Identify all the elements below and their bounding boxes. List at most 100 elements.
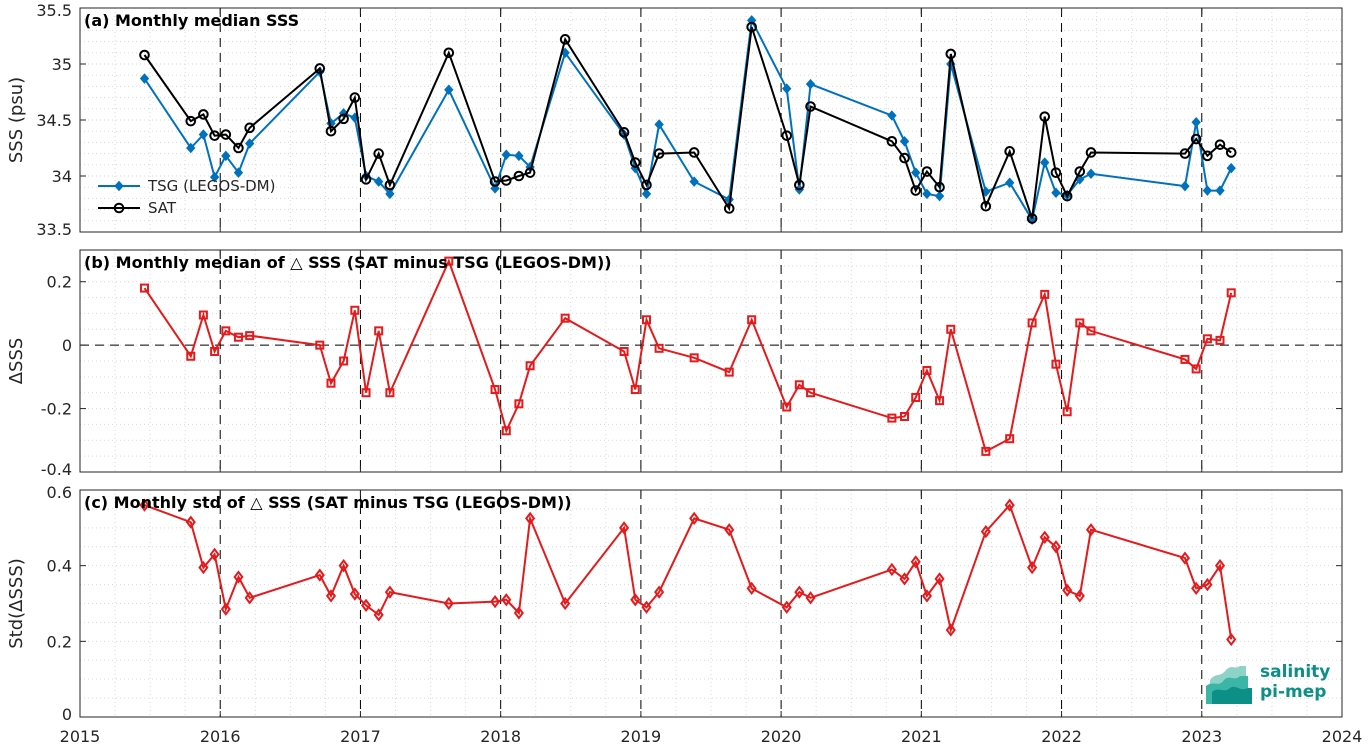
data-point [945,623,956,637]
data-point [349,587,360,601]
grid [80,249,1342,473]
data-point [689,511,700,526]
data-point [1075,318,1085,328]
panel-title: (a) Monthly median SSS [84,11,299,30]
data-point [887,413,897,423]
data-point [1180,180,1190,192]
data-point [490,385,500,395]
data-point [794,380,804,390]
data-point [1179,551,1191,565]
data-point [921,589,932,603]
data-point [1039,530,1050,544]
data-point [501,593,512,607]
data-point [1202,577,1213,592]
data-point [209,547,220,561]
panel-title: (b) Monthly median of △ SSS (SAT minus T… [84,253,612,272]
data-point [514,399,524,409]
data-point [373,148,384,159]
data-point [524,167,536,178]
series-line [143,26,1232,219]
data-point [794,179,805,191]
data-point [233,167,244,178]
data-point [1074,166,1086,177]
data-point [186,142,196,154]
data-point [1225,147,1237,158]
series-line [144,503,1233,640]
data-point [654,343,664,353]
data-point [338,113,349,125]
data-point [747,315,757,325]
data-point [374,326,384,336]
x-tick-label: 2017 [340,727,381,745]
data-point [220,129,232,140]
data-point [980,524,991,539]
y-tick-label: 34 [52,167,72,186]
data-point [653,148,665,159]
data-point [314,63,326,74]
data-point [210,346,220,356]
data-point [325,125,337,137]
data-point [385,188,395,200]
y-axis: 0 0.2 0.4 0.6 [47,483,1342,724]
data-point [525,511,536,526]
data-point [139,498,150,512]
data-point [805,78,816,90]
data-point [934,572,945,586]
data-point [233,570,244,584]
logo-text-salinity: salinity [1260,662,1330,682]
data-point [1062,407,1072,417]
data-point [338,559,349,573]
series-0 [139,498,1237,647]
data-point [339,356,349,366]
legend: TSG (LEGOS-DM) SAT [98,177,275,217]
logo-text-pimep: pi-mep [1260,682,1326,702]
data-point [1190,133,1202,145]
data-point [921,166,933,177]
data-point [198,129,209,140]
data-point [198,310,208,320]
x-tick-label: 2019 [621,727,662,745]
data-point [1051,359,1061,369]
data-point [654,585,665,599]
data-point [1039,111,1051,122]
logo-mark-icon [1206,666,1252,704]
data-point [935,396,945,406]
data-point [946,324,956,334]
data-point [641,600,652,614]
data-point [1050,540,1062,554]
data-point [560,596,571,611]
data-point [185,115,197,127]
data-point [641,179,652,191]
data-point [500,175,512,186]
data-point [980,200,992,212]
data-point [887,110,897,121]
data-point [1202,334,1212,344]
data-point [981,446,991,456]
data-point [1026,213,1038,224]
data-point [1086,168,1096,180]
data-point [723,203,735,214]
y-axis-label: SSS (psu) [6,77,27,163]
data-point [1074,589,1085,603]
data-point [911,167,921,178]
axes-frame [79,249,1343,473]
data-point [384,179,396,191]
data-point [641,188,652,200]
data-point [360,174,372,185]
data-point [746,581,757,596]
data-point [618,127,630,138]
data-point [361,388,371,398]
y-tick-label: 0.2 [47,632,72,651]
x-tick-label: 2015 [60,727,101,745]
data-point [782,402,792,412]
data-point [1191,581,1202,596]
data-point [654,119,664,130]
data-point [1215,185,1225,196]
data-point [1202,185,1213,196]
data-point [443,47,455,59]
data-point [139,73,150,84]
grid [80,7,1342,233]
data-point [315,340,325,350]
data-point [198,109,209,120]
